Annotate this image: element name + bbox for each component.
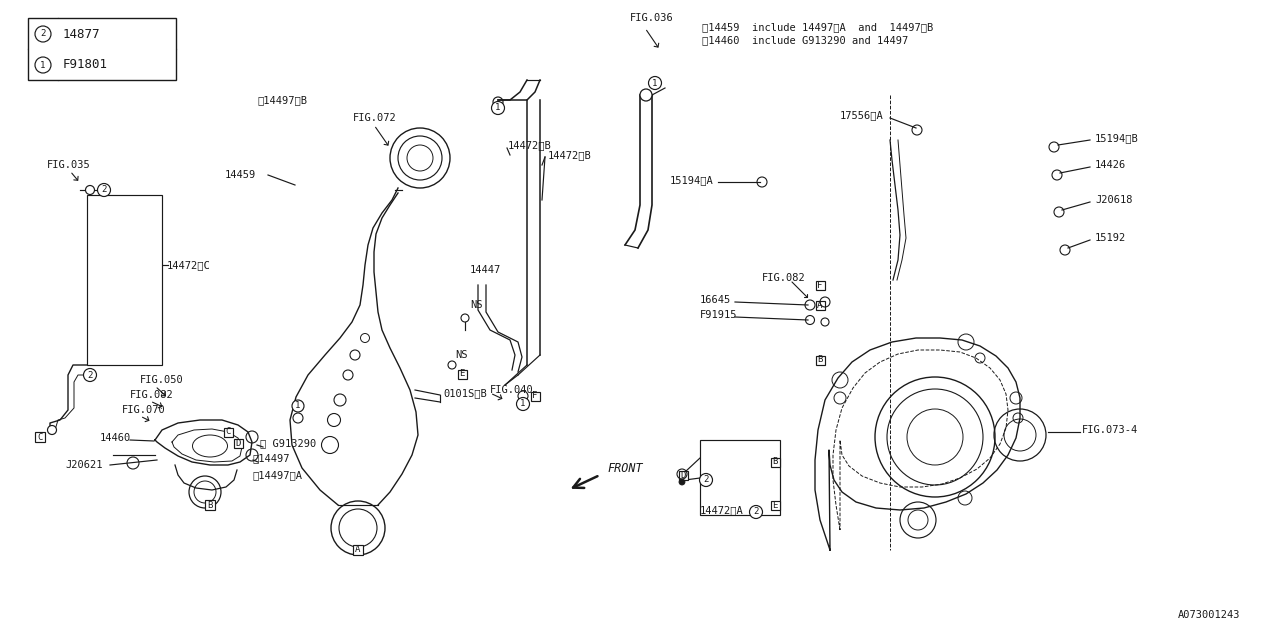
Text: 14472※C: 14472※C — [166, 260, 211, 270]
Text: C: C — [37, 433, 42, 442]
Bar — [771, 500, 780, 509]
Text: D: D — [236, 438, 241, 447]
Text: F: F — [818, 280, 823, 289]
Text: 2: 2 — [40, 29, 46, 38]
Text: 2: 2 — [101, 186, 106, 195]
Text: F91801: F91801 — [63, 58, 108, 72]
Text: FIG.073-4: FIG.073-4 — [1082, 425, 1138, 435]
Text: B: B — [207, 500, 212, 509]
Text: 2: 2 — [754, 508, 759, 516]
Circle shape — [640, 89, 652, 101]
Text: 14447: 14447 — [470, 265, 502, 275]
Text: ※14460  include G913290 and 14497: ※14460 include G913290 and 14497 — [701, 35, 909, 45]
Text: 2: 2 — [703, 476, 709, 484]
Bar — [353, 545, 364, 555]
Text: 14472※B: 14472※B — [508, 140, 552, 150]
Text: A: A — [356, 545, 361, 554]
Text: 14472※B: 14472※B — [548, 150, 591, 160]
Text: 15194※B: 15194※B — [1094, 133, 1139, 143]
Text: NS: NS — [454, 350, 467, 360]
Circle shape — [517, 397, 530, 410]
Circle shape — [292, 400, 305, 412]
Bar — [815, 280, 824, 289]
Text: FIG.050: FIG.050 — [140, 375, 184, 385]
Text: 15192: 15192 — [1094, 233, 1126, 243]
Text: 14459: 14459 — [225, 170, 256, 180]
Text: ※14459  include 14497※A  and  14497※B: ※14459 include 14497※A and 14497※B — [701, 22, 933, 32]
Text: J20618: J20618 — [1094, 195, 1133, 205]
Text: 2: 2 — [87, 371, 92, 380]
Text: FIG.035: FIG.035 — [47, 160, 91, 170]
Text: ※14497※A: ※14497※A — [252, 470, 302, 480]
Text: C: C — [225, 428, 230, 436]
Text: 17556※A: 17556※A — [840, 110, 883, 120]
Text: 16645: 16645 — [700, 295, 731, 305]
Bar — [457, 369, 466, 378]
Text: 0101S※B: 0101S※B — [443, 388, 486, 398]
Bar — [530, 392, 539, 401]
Bar — [233, 438, 242, 447]
Circle shape — [97, 184, 110, 196]
Text: B: B — [818, 355, 823, 365]
Bar — [815, 301, 824, 310]
Text: 14426: 14426 — [1094, 160, 1126, 170]
Text: E: E — [772, 500, 778, 509]
Circle shape — [750, 506, 763, 518]
Bar — [224, 428, 233, 436]
Text: NS: NS — [470, 300, 483, 310]
Text: F91915: F91915 — [700, 310, 737, 320]
Text: 14460: 14460 — [100, 433, 132, 443]
Circle shape — [492, 102, 504, 115]
Bar — [205, 500, 215, 510]
Bar — [771, 458, 780, 467]
Bar — [815, 355, 824, 365]
Text: B: B — [772, 458, 778, 467]
Text: FIG.036: FIG.036 — [630, 13, 673, 23]
Text: 1: 1 — [495, 104, 500, 113]
Circle shape — [86, 186, 95, 195]
Bar — [700, 440, 780, 515]
Text: ※14497※B: ※14497※B — [257, 95, 307, 105]
Text: A: A — [818, 301, 823, 310]
Bar — [35, 432, 45, 442]
Circle shape — [47, 426, 56, 435]
Text: 1: 1 — [296, 401, 301, 410]
Text: E: E — [460, 369, 465, 378]
Text: F: F — [532, 392, 538, 401]
Bar — [28, 18, 177, 80]
Text: ※ G913290: ※ G913290 — [260, 438, 316, 448]
Text: FIG.082: FIG.082 — [131, 390, 174, 400]
Text: 1: 1 — [40, 61, 46, 70]
Text: 1: 1 — [520, 399, 526, 408]
Text: FRONT: FRONT — [607, 461, 643, 474]
Circle shape — [699, 474, 713, 486]
Text: D: D — [680, 470, 686, 479]
Text: FIG.040: FIG.040 — [490, 385, 534, 395]
Text: A073001243: A073001243 — [1178, 610, 1240, 620]
Circle shape — [649, 77, 662, 90]
Text: FIG.070: FIG.070 — [122, 405, 165, 415]
Text: 1: 1 — [653, 79, 658, 88]
Text: ※14497: ※14497 — [252, 453, 289, 463]
Text: 14472※A: 14472※A — [700, 505, 744, 515]
Text: 14877: 14877 — [63, 28, 101, 40]
Circle shape — [35, 26, 51, 42]
Text: 15194※A: 15194※A — [669, 175, 714, 185]
Circle shape — [678, 479, 685, 485]
Circle shape — [83, 369, 96, 381]
Text: J20621: J20621 — [65, 460, 102, 470]
Circle shape — [35, 57, 51, 73]
Bar — [87, 195, 163, 365]
Bar — [678, 470, 687, 479]
Text: FIG.072: FIG.072 — [353, 113, 397, 123]
Text: FIG.082: FIG.082 — [762, 273, 805, 283]
